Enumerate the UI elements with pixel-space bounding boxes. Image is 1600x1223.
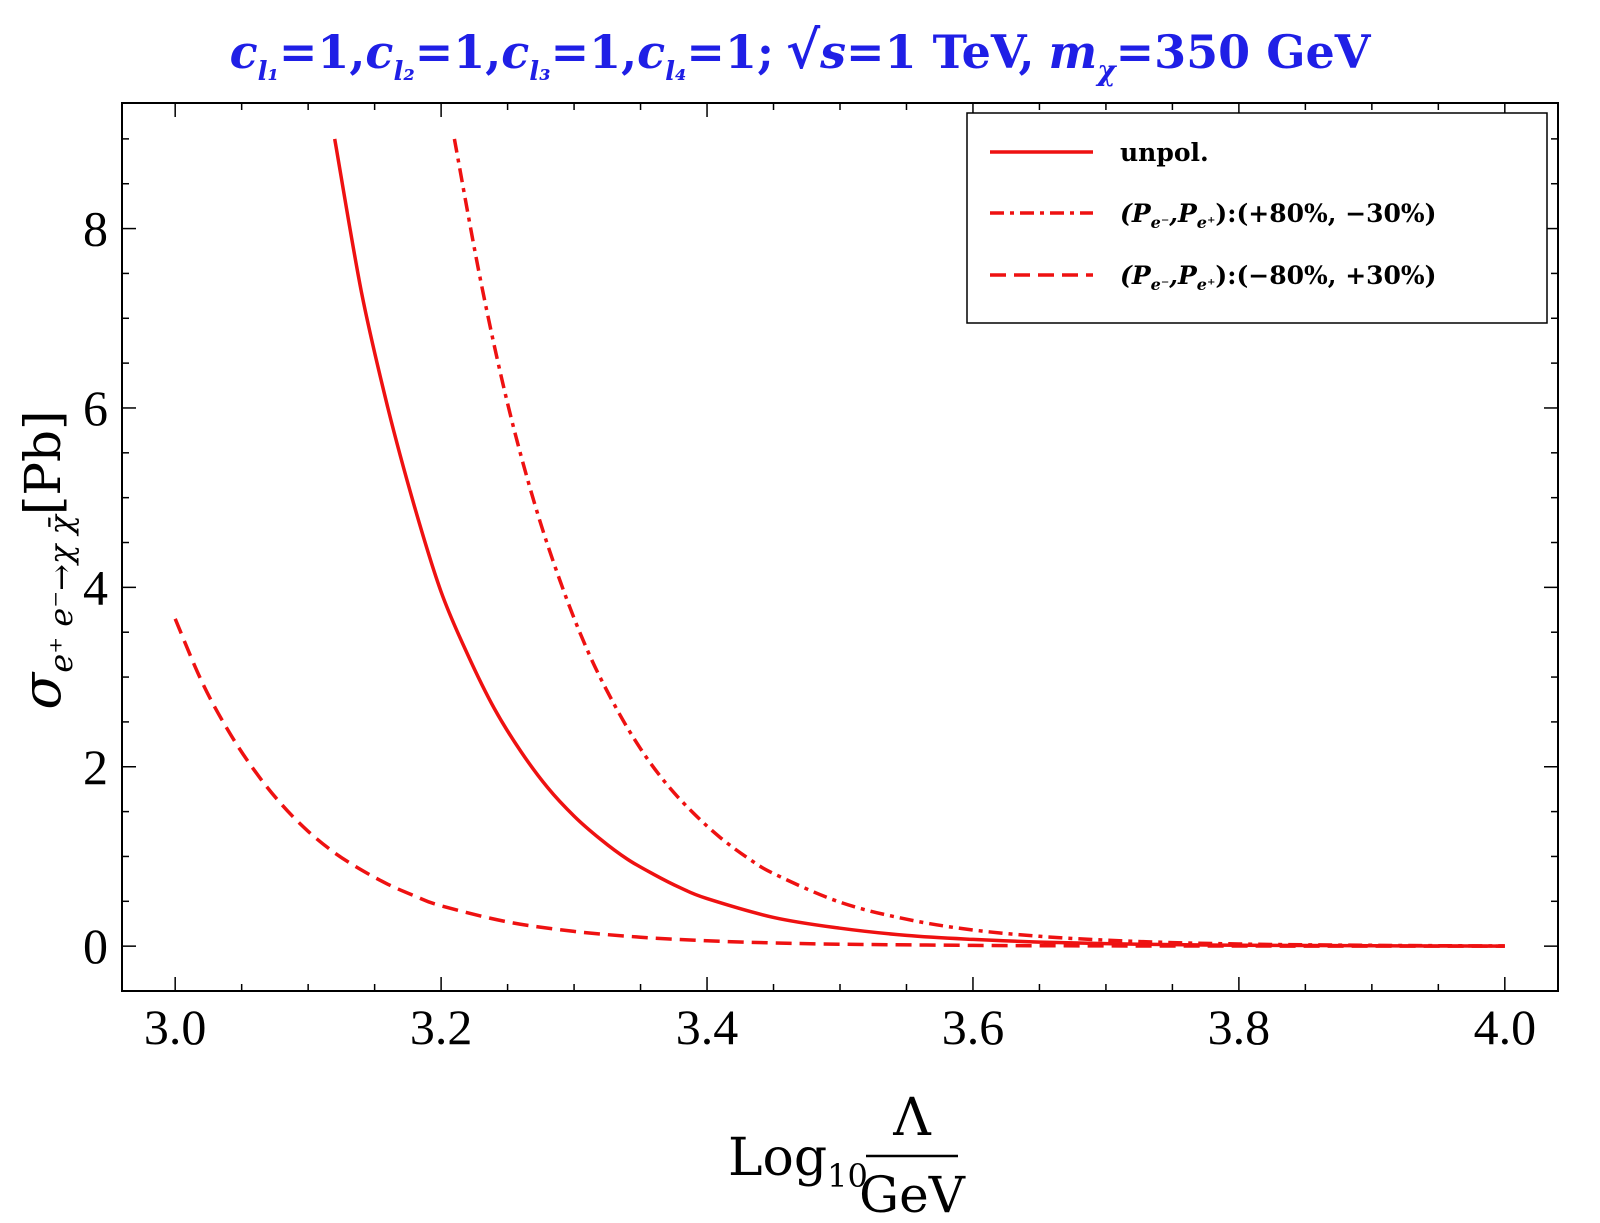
x-label-log: Log10 <box>728 1128 868 1195</box>
legend-plus80-sub2: e⁺ <box>1197 213 1216 232</box>
x-label-log-sub: 10 <box>827 1157 868 1195</box>
title-sqrt: √ <box>786 20 821 81</box>
x-label-log-text: Log <box>728 1128 827 1188</box>
legend-label-plus80: (Pe⁻,Pe⁺):(+80%, −30%) <box>1120 199 1437 232</box>
legend-minus80-rest: ):(−80%, +30%) <box>1215 261 1436 290</box>
title-c4-val: =1; <box>686 25 774 79</box>
y-tick-label: 0 <box>83 918 108 974</box>
x-tick-label: 3.6 <box>942 999 1005 1055</box>
legend-plus80-sub1: e⁻ <box>1151 213 1170 232</box>
title-c2-val: =1, <box>415 25 502 79</box>
legend-plus80-rest: ):(+80%, −30%) <box>1215 199 1436 228</box>
legend-label-minus80: (Pe⁻,Pe⁺):(−80%, +30%) <box>1120 261 1437 294</box>
x-tick-label: 3.4 <box>676 999 739 1055</box>
title-c1-sub: l₁ <box>258 57 279 87</box>
x-tick-label: 3.2 <box>410 999 473 1055</box>
curve-minus80-plus30 <box>173 618 1505 948</box>
y-tick-label: 8 <box>83 201 108 257</box>
legend-plus80-mid: ,P <box>1168 199 1198 228</box>
title-c3-val: =1, <box>551 25 638 79</box>
legend-minus80-sub2: e⁺ <box>1197 275 1216 294</box>
title-c3: c <box>501 25 529 79</box>
title-c4-sub: l₄ <box>665 57 686 87</box>
x-tick-label: 3.0 <box>144 999 207 1055</box>
legend-minus80-sub1: e⁻ <box>1151 275 1170 294</box>
title-c2: c <box>365 25 393 79</box>
curve-plus80-minus30 <box>452 138 1505 948</box>
y-axis-label: σe⁺ e⁻→χ χ̄[Pb] <box>10 410 80 709</box>
legend-box <box>966 112 1548 324</box>
x-axis-label: Log10 Λ GeV <box>728 1088 966 1223</box>
x-tick-label: 3.8 <box>1208 999 1271 1055</box>
axis-ticks: 3.0 3.2 3.4 3.6 3.8 4.0 0 2 4 6 8 <box>83 103 1558 1055</box>
title-m-val: =350 GeV <box>1116 25 1372 79</box>
title-c1: c <box>230 25 258 79</box>
y-tick-label: 2 <box>83 739 108 795</box>
chart-title: cl₁=1,cl₂=1,cl₃=1,cl₄=1; √s=1 TeV, mχ=350 … <box>230 20 1372 87</box>
chart-curves <box>173 138 1505 948</box>
y-label-sub: e⁺ e⁻→χ χ̄ <box>42 513 80 672</box>
x-label-numerator: Λ <box>892 1088 932 1148</box>
title-c3-sub: l₃ <box>529 57 550 87</box>
legend-label-unpol: unpol. <box>1120 138 1209 167</box>
y-tick-label: 4 <box>83 559 108 615</box>
legend: unpol. (Pe⁻,Pe⁺):(+80%, −30%) (Pe⁻,Pe⁺):… <box>966 112 1548 324</box>
title-s: s <box>819 25 846 79</box>
x-label-denominator: GeV <box>859 1166 966 1223</box>
title-m-sub: χ <box>1095 54 1117 87</box>
title-c4: c <box>637 25 665 79</box>
title-c2-sub: l₂ <box>393 57 414 87</box>
x-tick-label: 4.0 <box>1474 999 1537 1055</box>
y-label-sigma: σ <box>10 671 73 710</box>
y-tick-label: 6 <box>83 380 108 436</box>
legend-minus80-mid: ,P <box>1168 261 1198 290</box>
y-label-unit: [Pb] <box>14 410 72 515</box>
title-c1-val: =1, <box>279 25 366 79</box>
y-label-text: σe⁺ e⁻→χ χ̄[Pb] <box>10 410 80 709</box>
legend-plus80-sym: (P <box>1120 199 1152 228</box>
title-m: m <box>1049 25 1098 79</box>
legend-minus80-sym: (P <box>1120 261 1152 290</box>
title-s-val: =1 TeV, <box>846 25 1034 79</box>
